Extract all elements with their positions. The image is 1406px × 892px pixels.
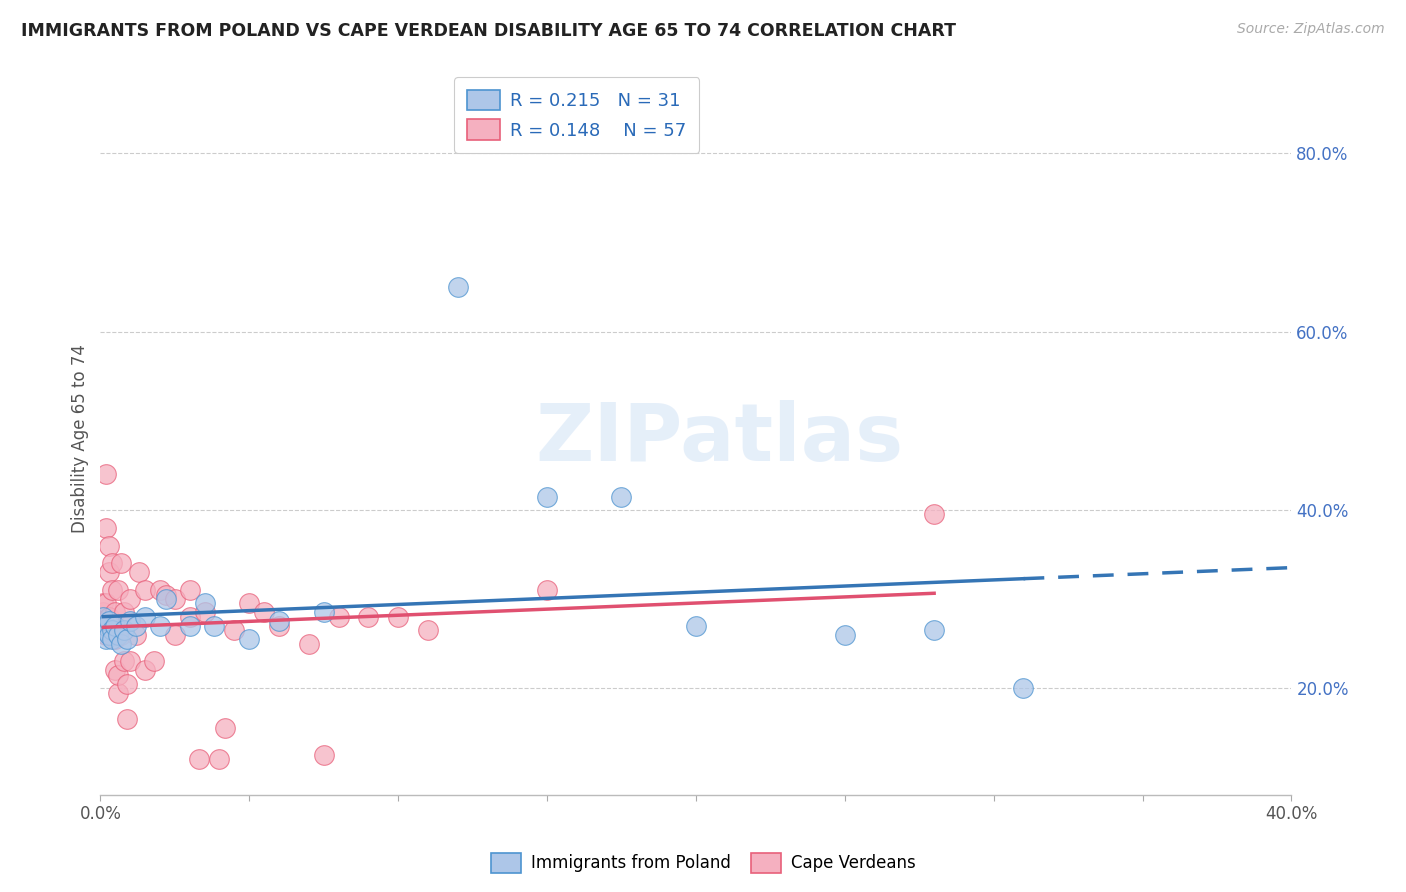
- Legend: R = 0.215   N = 31, R = 0.148    N = 57: R = 0.215 N = 31, R = 0.148 N = 57: [454, 77, 699, 153]
- Point: [107, 685, 129, 699]
- Point: [179, 583, 201, 598]
- Point: [224, 624, 246, 638]
- Point: [96, 619, 118, 633]
- Point: [238, 632, 260, 646]
- Text: IMMIGRANTS FROM POLAND VS CAPE VERDEAN DISABILITY AGE 65 TO 74 CORRELATION CHART: IMMIGRANTS FROM POLAND VS CAPE VERDEAN D…: [21, 22, 956, 40]
- Point: [101, 624, 124, 638]
- Point: [115, 712, 138, 726]
- Point: [91, 615, 114, 629]
- Point: [91, 624, 114, 638]
- Point: [98, 566, 121, 580]
- Point: [110, 627, 132, 641]
- Point: [104, 606, 127, 620]
- Point: [115, 632, 138, 646]
- Point: [194, 597, 217, 611]
- Point: [96, 467, 118, 482]
- Point: [922, 508, 945, 522]
- Point: [536, 490, 558, 504]
- Point: [96, 597, 118, 611]
- Point: [134, 610, 156, 624]
- Point: [98, 624, 121, 638]
- Point: [447, 280, 470, 294]
- Point: [96, 521, 118, 535]
- Point: [96, 632, 118, 646]
- Point: [202, 619, 225, 633]
- Point: [238, 597, 260, 611]
- Y-axis label: Disability Age 65 to 74: Disability Age 65 to 74: [72, 344, 89, 533]
- Point: [179, 610, 201, 624]
- Point: [107, 583, 129, 598]
- Point: [149, 619, 172, 633]
- Point: [107, 667, 129, 681]
- Text: ZIPatlas: ZIPatlas: [536, 400, 904, 477]
- Point: [120, 592, 142, 607]
- Point: [110, 636, 132, 650]
- Point: [115, 676, 138, 690]
- Point: [267, 615, 290, 629]
- Legend: Immigrants from Poland, Cape Verdeans: Immigrants from Poland, Cape Verdeans: [484, 847, 922, 880]
- Point: [1012, 681, 1035, 695]
- Point: [134, 583, 156, 598]
- Point: [112, 606, 135, 620]
- Point: [685, 619, 707, 633]
- Point: [155, 592, 177, 607]
- Point: [163, 627, 186, 641]
- Point: [194, 606, 217, 620]
- Point: [155, 588, 177, 602]
- Point: [98, 610, 121, 624]
- Text: Source: ZipAtlas.com: Source: ZipAtlas.com: [1237, 22, 1385, 37]
- Point: [267, 619, 290, 633]
- Point: [101, 632, 124, 646]
- Point: [120, 654, 142, 668]
- Point: [107, 627, 129, 641]
- Point: [312, 606, 335, 620]
- Point: [208, 752, 231, 766]
- Point: [101, 583, 124, 598]
- Point: [187, 752, 209, 766]
- Point: [922, 624, 945, 638]
- Point: [104, 619, 127, 633]
- Point: [179, 619, 201, 633]
- Point: [96, 627, 118, 641]
- Point: [298, 636, 321, 650]
- Point: [387, 610, 409, 624]
- Point: [142, 654, 165, 668]
- Point: [98, 615, 121, 629]
- Point: [610, 490, 633, 504]
- Point: [357, 610, 380, 624]
- Point: [834, 627, 856, 641]
- Point: [163, 592, 186, 607]
- Point: [112, 624, 135, 638]
- Point: [104, 663, 127, 677]
- Point: [91, 619, 114, 633]
- Point: [101, 557, 124, 571]
- Point: [120, 615, 142, 629]
- Point: [91, 597, 114, 611]
- Point: [112, 654, 135, 668]
- Point: [214, 721, 236, 735]
- Point: [91, 624, 114, 638]
- Point: [98, 539, 121, 553]
- Point: [536, 583, 558, 598]
- Point: [128, 566, 150, 580]
- Point: [328, 610, 350, 624]
- Point: [91, 606, 114, 620]
- Point: [253, 606, 276, 620]
- Point: [125, 627, 148, 641]
- Point: [416, 624, 439, 638]
- Point: [312, 747, 335, 762]
- Point: [125, 619, 148, 633]
- Point: [91, 610, 114, 624]
- Point: [149, 583, 172, 598]
- Point: [134, 663, 156, 677]
- Point: [110, 557, 132, 571]
- Point: [104, 632, 127, 646]
- Point: [101, 619, 124, 633]
- Point: [98, 627, 121, 641]
